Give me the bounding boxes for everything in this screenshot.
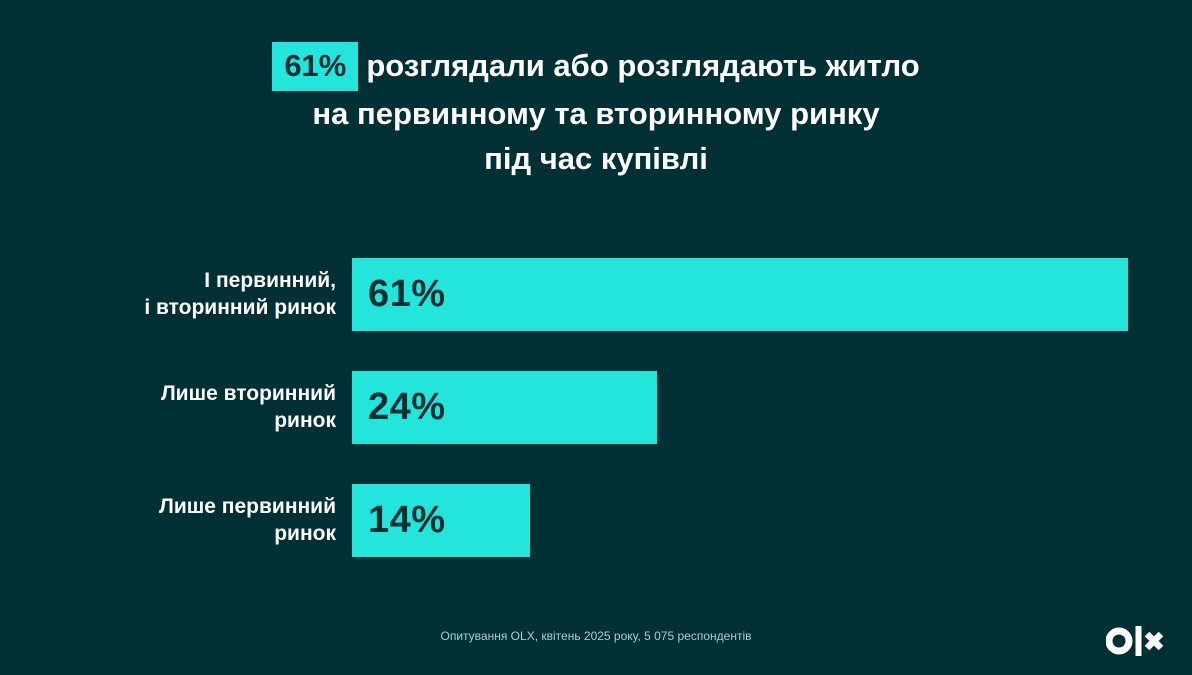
title-highlight-percent: 61%: [272, 42, 359, 91]
bar-label-both-markets: І первинний, і вторинний ринок: [144, 269, 336, 319]
bar-label-primary-only: Лише первинний ринок: [159, 495, 336, 545]
bar-row-secondary-only: Лише вторинний ринок 24%: [64, 371, 1128, 444]
bar-secondary-only: 24%: [352, 371, 658, 444]
bar-row-primary-only: Лише первинний ринок 14%: [64, 484, 1128, 557]
bar-chart: І первинний, і вторинний ринок 61% Лише …: [64, 258, 1128, 597]
bar-track: 61%: [352, 258, 1128, 331]
chart-title: 61% розглядали або розглядають житло на п…: [0, 42, 1192, 181]
bar-label-secondary-only: Лише вторинний ринок: [160, 382, 336, 432]
bar-both-markets: 61%: [352, 258, 1128, 331]
bar-track: 14%: [352, 484, 1128, 557]
bar-primary-only: 14%: [352, 484, 531, 557]
title-line-3: під час купівлі: [484, 141, 708, 176]
bar-value-primary-only: 14%: [368, 499, 446, 541]
bar-value-both-markets: 61%: [368, 273, 446, 315]
title-line-1-text: розглядали або розглядають житло: [366, 48, 920, 83]
bar-value-secondary-only: 24%: [368, 386, 446, 428]
title-line-1: 61% розглядали або розглядають житло: [0, 42, 1192, 91]
olx-logo: [1106, 626, 1164, 656]
title-line-2: на первинному та вторинному ринку: [312, 96, 880, 131]
bar-row-both-markets: І первинний, і вторинний ринок 61%: [64, 258, 1128, 331]
source-note: Опитування OLX, квітень 2025 року, 5 075…: [440, 629, 752, 643]
bar-track: 24%: [352, 371, 1128, 444]
